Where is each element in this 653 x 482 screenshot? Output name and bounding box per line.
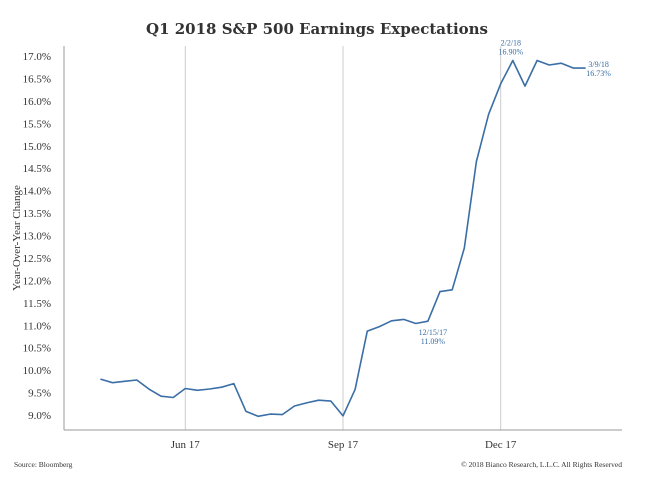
x-tick-label: Sep 17 xyxy=(328,439,359,451)
annotation-label: 3/9/18 16.73% xyxy=(586,60,611,78)
annotation-line: 16.73% xyxy=(586,69,611,78)
y-axis-label: Year-Over-Year Change xyxy=(11,185,23,291)
grid-layer xyxy=(184,46,502,430)
copyright-note: © 2018 Bianco Research, L.L.C. All Right… xyxy=(461,460,622,469)
annotation-line: 16.90% xyxy=(498,47,523,56)
y-tick-label: 12.5% xyxy=(23,253,51,265)
series-line xyxy=(100,59,586,418)
x-tick-label: Dec 17 xyxy=(485,439,517,451)
annotation-line: 12/15/17 xyxy=(419,328,447,337)
annotation-line: 2/2/18 xyxy=(501,38,521,47)
y-tick-label: 17.0% xyxy=(23,51,51,63)
y-tick-label: 13.5% xyxy=(23,208,51,220)
annotation-label: 12/15/17 11.09% xyxy=(419,328,447,346)
y-tick-label: 15.0% xyxy=(23,141,51,153)
y-tick-label: 13.0% xyxy=(23,231,51,243)
y-tick-label: 11.0% xyxy=(23,320,51,332)
y-tick-label: 9.0% xyxy=(28,410,51,422)
y-tick-label: 9.5% xyxy=(28,388,51,400)
y-tick-label: 11.5% xyxy=(23,298,51,310)
series-layer xyxy=(100,59,586,418)
y-tick-label: 14.0% xyxy=(23,186,51,198)
source-note: Source: Bloomberg xyxy=(14,460,73,469)
y-tick-label: 16.0% xyxy=(23,96,51,108)
annotation-label: 2/2/18 16.90% xyxy=(498,38,523,56)
y-tick-label: 12.0% xyxy=(23,275,51,287)
annotation-line: 11.09% xyxy=(421,337,446,346)
y-tick-label: 16.5% xyxy=(23,73,51,85)
annotation-line: 3/9/18 xyxy=(588,60,608,69)
y-tick-label: 15.5% xyxy=(23,118,51,130)
y-tick-label: 10.5% xyxy=(23,343,51,355)
x-tick-label: Jun 17 xyxy=(171,439,201,451)
y-tick-label: 14.5% xyxy=(23,163,51,175)
chart-title: Q1 2018 S&P 500 Earnings Expectations xyxy=(146,20,488,38)
axis-layer: Jun 17 Sep 17 Dec 17 9.0% 9.5% 10.0% 10.5% 11.0… xyxy=(23,46,622,451)
annotation-layer: 12/15/17 11.09% 2/2/18 16.90% 3/9/18 16.73% xyxy=(419,38,612,346)
y-tick-label: 10.0% xyxy=(23,365,51,377)
